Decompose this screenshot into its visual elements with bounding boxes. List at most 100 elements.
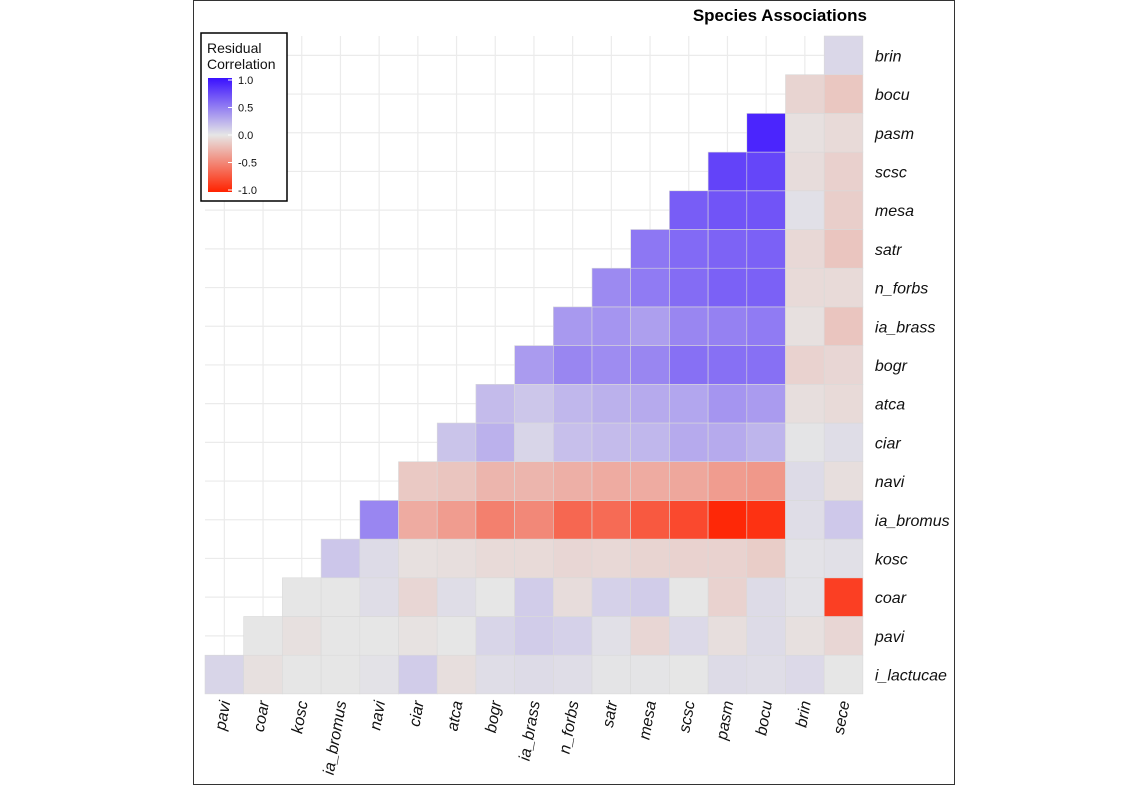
heatmap-cell-atca-n_forbs	[552, 383, 593, 424]
heatmap-cell-kosc-navi	[359, 538, 399, 579]
heatmap-cell-ia_bromus-bocu	[746, 500, 786, 540]
x-tick-label-ia_bromus: ia_bromus	[321, 700, 351, 777]
heatmap-cell-i_lactucae-sece	[823, 654, 864, 695]
heatmap-cell-mesa-bocu	[746, 190, 786, 230]
heatmap-cell-coar-ia_brass	[514, 577, 554, 617]
heatmap-cell-atca-satr	[591, 383, 632, 424]
heatmap-cell-kosc-brin	[785, 538, 825, 579]
heatmap-cell-ia_brass-satr	[591, 306, 632, 346]
heatmap-cell-pavi-brin	[785, 616, 825, 656]
y-tick-label-scsc: scsc	[875, 164, 907, 181]
heatmap-cell-mesa-pasm	[707, 190, 748, 230]
heatmap-cell-navi-scsc	[669, 461, 709, 501]
heatmap-cell-bogr-mesa	[630, 345, 670, 385]
heatmap-cell-kosc-ia_bromus	[320, 538, 361, 579]
heatmap-cell-atca-scsc	[669, 383, 709, 424]
heatmap-cell-pavi-pasm	[707, 616, 748, 656]
heatmap-cell-ia_brass-pasm	[707, 306, 748, 346]
heatmap-cell-n_forbs-pasm	[707, 267, 748, 308]
heatmap-cell-ia_brass-sece	[823, 306, 864, 346]
heatmap-cell-ciar-pasm	[707, 422, 748, 463]
heatmap-cell-scsc-sece	[823, 151, 864, 192]
heatmap-cell-mesa-brin	[785, 190, 825, 230]
heatmap-cell-ciar-satr	[591, 422, 632, 463]
heatmap-cell-ia_bromus-pasm	[707, 500, 748, 540]
heatmap-cell-satr-sece	[823, 229, 864, 269]
heatmap-cell-ia_bromus-n_forbs	[552, 500, 593, 540]
x-tick-label-atca: atca	[444, 700, 466, 733]
y-tick-label-ia_bromus: ia_bromus	[875, 513, 950, 530]
heatmap-cell-ia_bromus-ia_brass	[514, 500, 554, 540]
heatmap-cell-navi-satr	[591, 461, 632, 501]
y-tick-label-satr: satr	[875, 242, 902, 259]
heatmap-cell-atca-ia_brass	[514, 383, 554, 424]
heatmap-cell-atca-pasm	[707, 383, 748, 424]
heatmap-cell-pasm-brin	[785, 113, 825, 153]
heatmap-cell-navi-ia_brass	[514, 461, 554, 501]
x-tick-label-ia_brass: ia_brass	[517, 700, 544, 763]
heatmap-cell-kosc-n_forbs	[552, 538, 593, 579]
heatmap-cell-coar-brin	[785, 577, 825, 617]
y-tick-label-ciar: ciar	[875, 435, 901, 452]
heatmap-cell-pavi-coar	[243, 616, 283, 656]
heatmap-cell-i_lactucae-pasm	[707, 654, 748, 695]
heatmap-cell-n_forbs-brin	[785, 267, 825, 308]
x-tick-label-kosc: kosc	[289, 700, 311, 735]
heatmap-cell-n_forbs-sece	[823, 267, 864, 308]
heatmap-cell-bogr-satr	[591, 345, 632, 385]
x-tick-label-bocu: bocu	[753, 700, 776, 737]
heatmap-cell-atca-sece	[823, 383, 864, 424]
heatmap-cell-pavi-ia_brass	[514, 616, 554, 656]
legend-tick-label: 0.5	[238, 103, 253, 115]
heatmap-cell-n_forbs-scsc	[669, 267, 709, 308]
heatmap-cell-scsc-pasm	[707, 151, 748, 192]
heatmap-cell-pavi-bocu	[746, 616, 786, 656]
heatmap-cell-coar-bogr	[475, 577, 515, 617]
y-tick-label-i_lactucae: i_lactucae	[875, 668, 947, 685]
heatmap-cell-ia_brass-mesa	[630, 306, 670, 346]
heatmap-cell-kosc-pasm	[707, 538, 748, 579]
heatmap-cell-ciar-brin	[785, 422, 825, 463]
heatmap-cell-kosc-atca	[436, 538, 477, 579]
heatmap-cell-ia_bromus-bogr	[475, 500, 515, 540]
y-tick-label-pasm: pasm	[874, 126, 914, 143]
legend-tick-label: -0.5	[238, 158, 257, 170]
heatmap-cell-coar-mesa	[630, 577, 670, 617]
heatmap-cell-atca-mesa	[630, 383, 670, 424]
heatmap-cell-ia_brass-brin	[785, 306, 825, 346]
heatmap-cell-pavi-navi	[359, 616, 399, 656]
heatmap-cell-coar-scsc	[669, 577, 709, 617]
heatmap-cell-coar-satr	[591, 577, 632, 617]
heatmap-cell-scsc-brin	[785, 151, 825, 192]
heatmap-cell-mesa-sece	[823, 190, 864, 230]
y-tick-label-atca: atca	[875, 397, 905, 414]
heatmap-cell-navi-pasm	[707, 461, 748, 501]
heatmap-cell-ia_bromus-scsc	[669, 500, 709, 540]
heatmap-cell-ia_bromus-sece	[823, 500, 864, 540]
heatmap-cell-pavi-kosc	[282, 616, 322, 656]
heatmap-cell-coar-navi	[359, 577, 399, 617]
heatmap-cell-ia_bromus-navi	[359, 500, 399, 540]
heatmap-cell-coar-ciar	[398, 577, 438, 617]
heatmap-cell-pasm-sece	[823, 113, 864, 153]
x-tick-label-navi: navi	[367, 699, 389, 731]
heatmap-cell-bogr-ia_brass	[514, 345, 554, 385]
heatmap-cell-mesa-scsc	[669, 190, 709, 230]
heatmap-cell-ciar-atca	[436, 422, 477, 463]
heatmap-cell-pavi-satr	[591, 616, 632, 656]
heatmap-cell-i_lactucae-ia_brass	[514, 654, 554, 695]
heatmap-cell-i_lactucae-satr	[591, 654, 632, 695]
heatmap-cell-kosc-ia_brass	[514, 538, 554, 579]
y-tick-label-coar: coar	[875, 590, 907, 607]
heatmap-cell-ia_bromus-mesa	[630, 500, 670, 540]
heatmap-cell-navi-mesa	[630, 461, 670, 501]
heatmap-cell-ia_brass-bocu	[746, 306, 786, 346]
heatmap-cell-navi-sece	[823, 461, 864, 501]
heatmap-cell-satr-brin	[785, 229, 825, 269]
heatmap-cell-pavi-scsc	[669, 616, 709, 656]
legend-tick-label: 0.0	[238, 130, 253, 142]
heatmap-cell-coar-bocu	[746, 577, 786, 617]
heatmap-cell-n_forbs-satr	[591, 267, 632, 308]
correlation-heatmap: i_lactucaepavicoarkoscia_bromusnaviciara…	[200, 6, 950, 777]
chart-title: Species Associations	[693, 6, 867, 25]
